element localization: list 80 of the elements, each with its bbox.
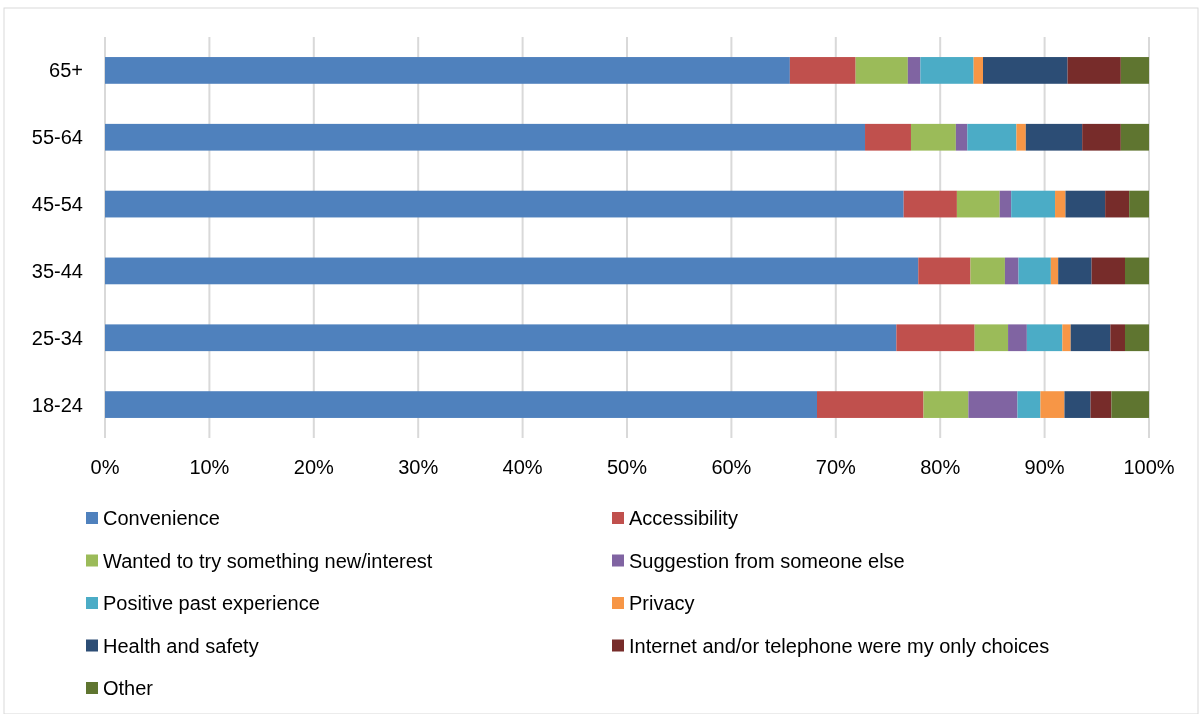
bar — [907, 57, 921, 84]
x-tick-label: 50% — [606, 456, 648, 478]
bar — [970, 257, 1005, 285]
bar — [789, 57, 856, 84]
legend-label: Privacy — [629, 592, 695, 614]
bar — [918, 257, 971, 285]
legend-label: Health and safety — [103, 634, 259, 657]
bar — [1017, 391, 1041, 418]
bar — [903, 190, 957, 218]
bar — [105, 324, 897, 352]
bar — [1111, 391, 1149, 418]
bar — [973, 57, 983, 84]
bar — [1011, 190, 1056, 218]
y-tick-label: 65+ — [49, 59, 83, 82]
legend-label: Accessibility — [629, 507, 738, 529]
bar — [1025, 123, 1083, 151]
bar — [1091, 257, 1125, 285]
bar — [1018, 257, 1051, 285]
bar — [955, 123, 968, 151]
y-tick-label: 18-24 — [31, 393, 83, 416]
bar — [1120, 123, 1149, 151]
bar — [1058, 257, 1092, 285]
bar — [105, 123, 866, 151]
legend-label: Internet and/or telephone were my only choices — [629, 634, 1050, 657]
x-tick-label: 60% — [711, 456, 752, 478]
bar — [865, 123, 911, 151]
bar — [1062, 324, 1071, 352]
bar — [1050, 257, 1059, 285]
bar — [1040, 391, 1065, 418]
bar — [1008, 324, 1027, 352]
bar — [983, 57, 1068, 84]
bar — [920, 57, 974, 84]
bar — [1016, 123, 1026, 151]
bar — [1026, 324, 1063, 352]
bar — [1110, 324, 1125, 352]
x-tick-label: 70% — [815, 456, 857, 478]
bar — [1055, 190, 1066, 218]
bar — [1082, 123, 1121, 151]
bar — [923, 391, 969, 418]
x-tick-label: 40% — [502, 456, 543, 478]
y-tick-label: 45-54 — [31, 193, 83, 216]
x-tick-label: 90% — [1024, 456, 1065, 478]
bar — [1124, 257, 1149, 285]
x-tick-label: 100% — [1123, 456, 1175, 478]
legend-label: Suggestion from someone else — [629, 549, 905, 572]
bar — [896, 324, 975, 352]
legend-label: Wanted to try something new/interest — [103, 549, 433, 572]
y-tick-label: 55-64 — [31, 126, 83, 149]
bar — [105, 57, 790, 84]
bar — [1090, 391, 1112, 418]
bar — [1070, 324, 1111, 352]
bar — [1120, 57, 1149, 84]
bar — [855, 57, 908, 84]
bar — [105, 391, 818, 418]
legend-label: Positive past experience — [103, 592, 320, 614]
bar — [817, 391, 924, 418]
bar — [105, 257, 919, 285]
bar — [956, 190, 1000, 218]
bar — [974, 324, 1009, 352]
bar — [1064, 391, 1091, 418]
legend-label: Other — [103, 677, 154, 699]
x-tick-label: 30% — [398, 456, 439, 478]
x-tick-label: 0% — [90, 456, 120, 478]
x-tick-label: 80% — [920, 456, 961, 478]
x-tick-label: 20% — [293, 456, 335, 478]
bar — [1124, 324, 1149, 352]
bar — [1004, 257, 1019, 285]
bar — [968, 391, 1018, 418]
bar — [999, 190, 1012, 218]
bar — [1067, 57, 1121, 84]
bar — [1105, 190, 1130, 218]
bar — [1129, 190, 1149, 218]
bar — [105, 190, 904, 218]
y-tick-label: 25-34 — [31, 326, 83, 349]
bar — [910, 123, 956, 151]
bar — [1065, 190, 1106, 218]
x-tick-label: 10% — [189, 456, 230, 478]
legend-label: Convenience — [103, 507, 220, 529]
y-tick-label: 35-44 — [31, 259, 83, 282]
bar — [967, 123, 1017, 151]
